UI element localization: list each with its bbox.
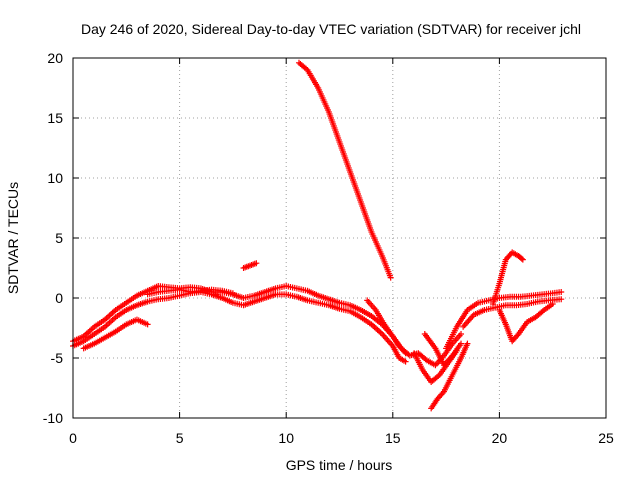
data-point [144, 321, 151, 328]
x-tick-label: 0 [69, 430, 77, 446]
data-point [518, 255, 525, 262]
data-point [402, 358, 409, 365]
y-tick-label: 20 [47, 50, 63, 66]
y-tick-label: -10 [43, 410, 63, 426]
series-arc-dip-d [421, 331, 465, 369]
data-point [229, 290, 236, 297]
x-tick-label: 5 [176, 430, 184, 446]
y-tick-label: 15 [47, 110, 63, 126]
y-tick-label: -5 [51, 350, 64, 366]
series-arc-top-segment [144, 286, 236, 298]
y-tick-label: 5 [55, 230, 63, 246]
plot-frame [72, 57, 607, 419]
data-point [558, 289, 565, 295]
series-arc-lower-short [80, 316, 151, 352]
x-tick-label: 15 [385, 430, 401, 446]
x-axis-label: GPS time / hours [286, 457, 393, 473]
data-point [387, 274, 394, 281]
axis-ticks: 0 5 10 15 20 25 -10 -5 0 5 10 15 20 [43, 50, 614, 446]
series-arc-rise-lower [460, 296, 565, 330]
y-tick-label: 10 [47, 170, 63, 186]
series-arc-short-high [240, 260, 260, 271]
y-axis-label: SDTVAR / TECUs [5, 182, 21, 294]
series-arc-v-shape [496, 301, 556, 345]
data-point [549, 301, 556, 307]
chart-title: Day 246 of 2020, Sidereal Day-to-day VTE… [81, 21, 581, 37]
data-point [253, 260, 260, 267]
series-arc-dip-c [428, 340, 471, 412]
data-point [458, 331, 465, 337]
data-point [519, 256, 526, 263]
data-point [558, 296, 565, 303]
series-arc-rise [443, 289, 565, 352]
data-points [70, 59, 565, 412]
x-tick-label: 20 [492, 430, 508, 446]
series-arc-main-high [70, 283, 409, 357]
x-tick-label: 10 [278, 430, 294, 446]
y-tick-label: 0 [55, 290, 63, 306]
series-arc-falling [295, 59, 394, 281]
series-arc-spike [490, 249, 526, 307]
x-tick-label: 25 [598, 430, 614, 446]
data-point [458, 340, 465, 347]
data-point [464, 340, 471, 347]
grid-lines [73, 58, 606, 418]
